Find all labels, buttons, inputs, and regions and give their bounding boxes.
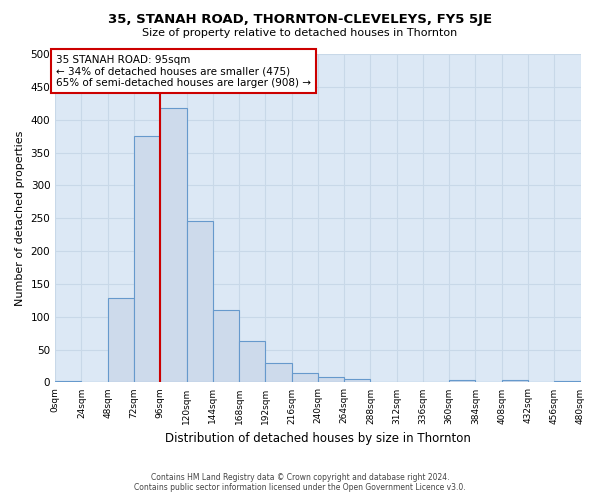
- Bar: [239, 341, 265, 382]
- Y-axis label: Number of detached properties: Number of detached properties: [15, 130, 25, 306]
- Bar: [318, 377, 344, 382]
- Bar: [265, 362, 292, 382]
- Bar: [160, 108, 187, 382]
- Bar: [449, 380, 475, 382]
- Bar: [187, 222, 213, 382]
- Bar: [292, 372, 318, 382]
- Bar: [502, 380, 528, 382]
- Bar: [134, 136, 160, 382]
- Text: Contains HM Land Registry data © Crown copyright and database right 2024.
Contai: Contains HM Land Registry data © Crown c…: [134, 473, 466, 492]
- Bar: [108, 298, 134, 382]
- Text: 35 STANAH ROAD: 95sqm
← 34% of detached houses are smaller (475)
65% of semi-det: 35 STANAH ROAD: 95sqm ← 34% of detached …: [56, 54, 311, 88]
- Bar: [213, 310, 239, 382]
- Text: Size of property relative to detached houses in Thornton: Size of property relative to detached ho…: [142, 28, 458, 38]
- Text: 35, STANAH ROAD, THORNTON-CLEVELEYS, FY5 5JE: 35, STANAH ROAD, THORNTON-CLEVELEYS, FY5…: [108, 12, 492, 26]
- Bar: [55, 381, 82, 382]
- Bar: [344, 379, 370, 382]
- X-axis label: Distribution of detached houses by size in Thornton: Distribution of detached houses by size …: [165, 432, 471, 445]
- Bar: [554, 381, 581, 382]
